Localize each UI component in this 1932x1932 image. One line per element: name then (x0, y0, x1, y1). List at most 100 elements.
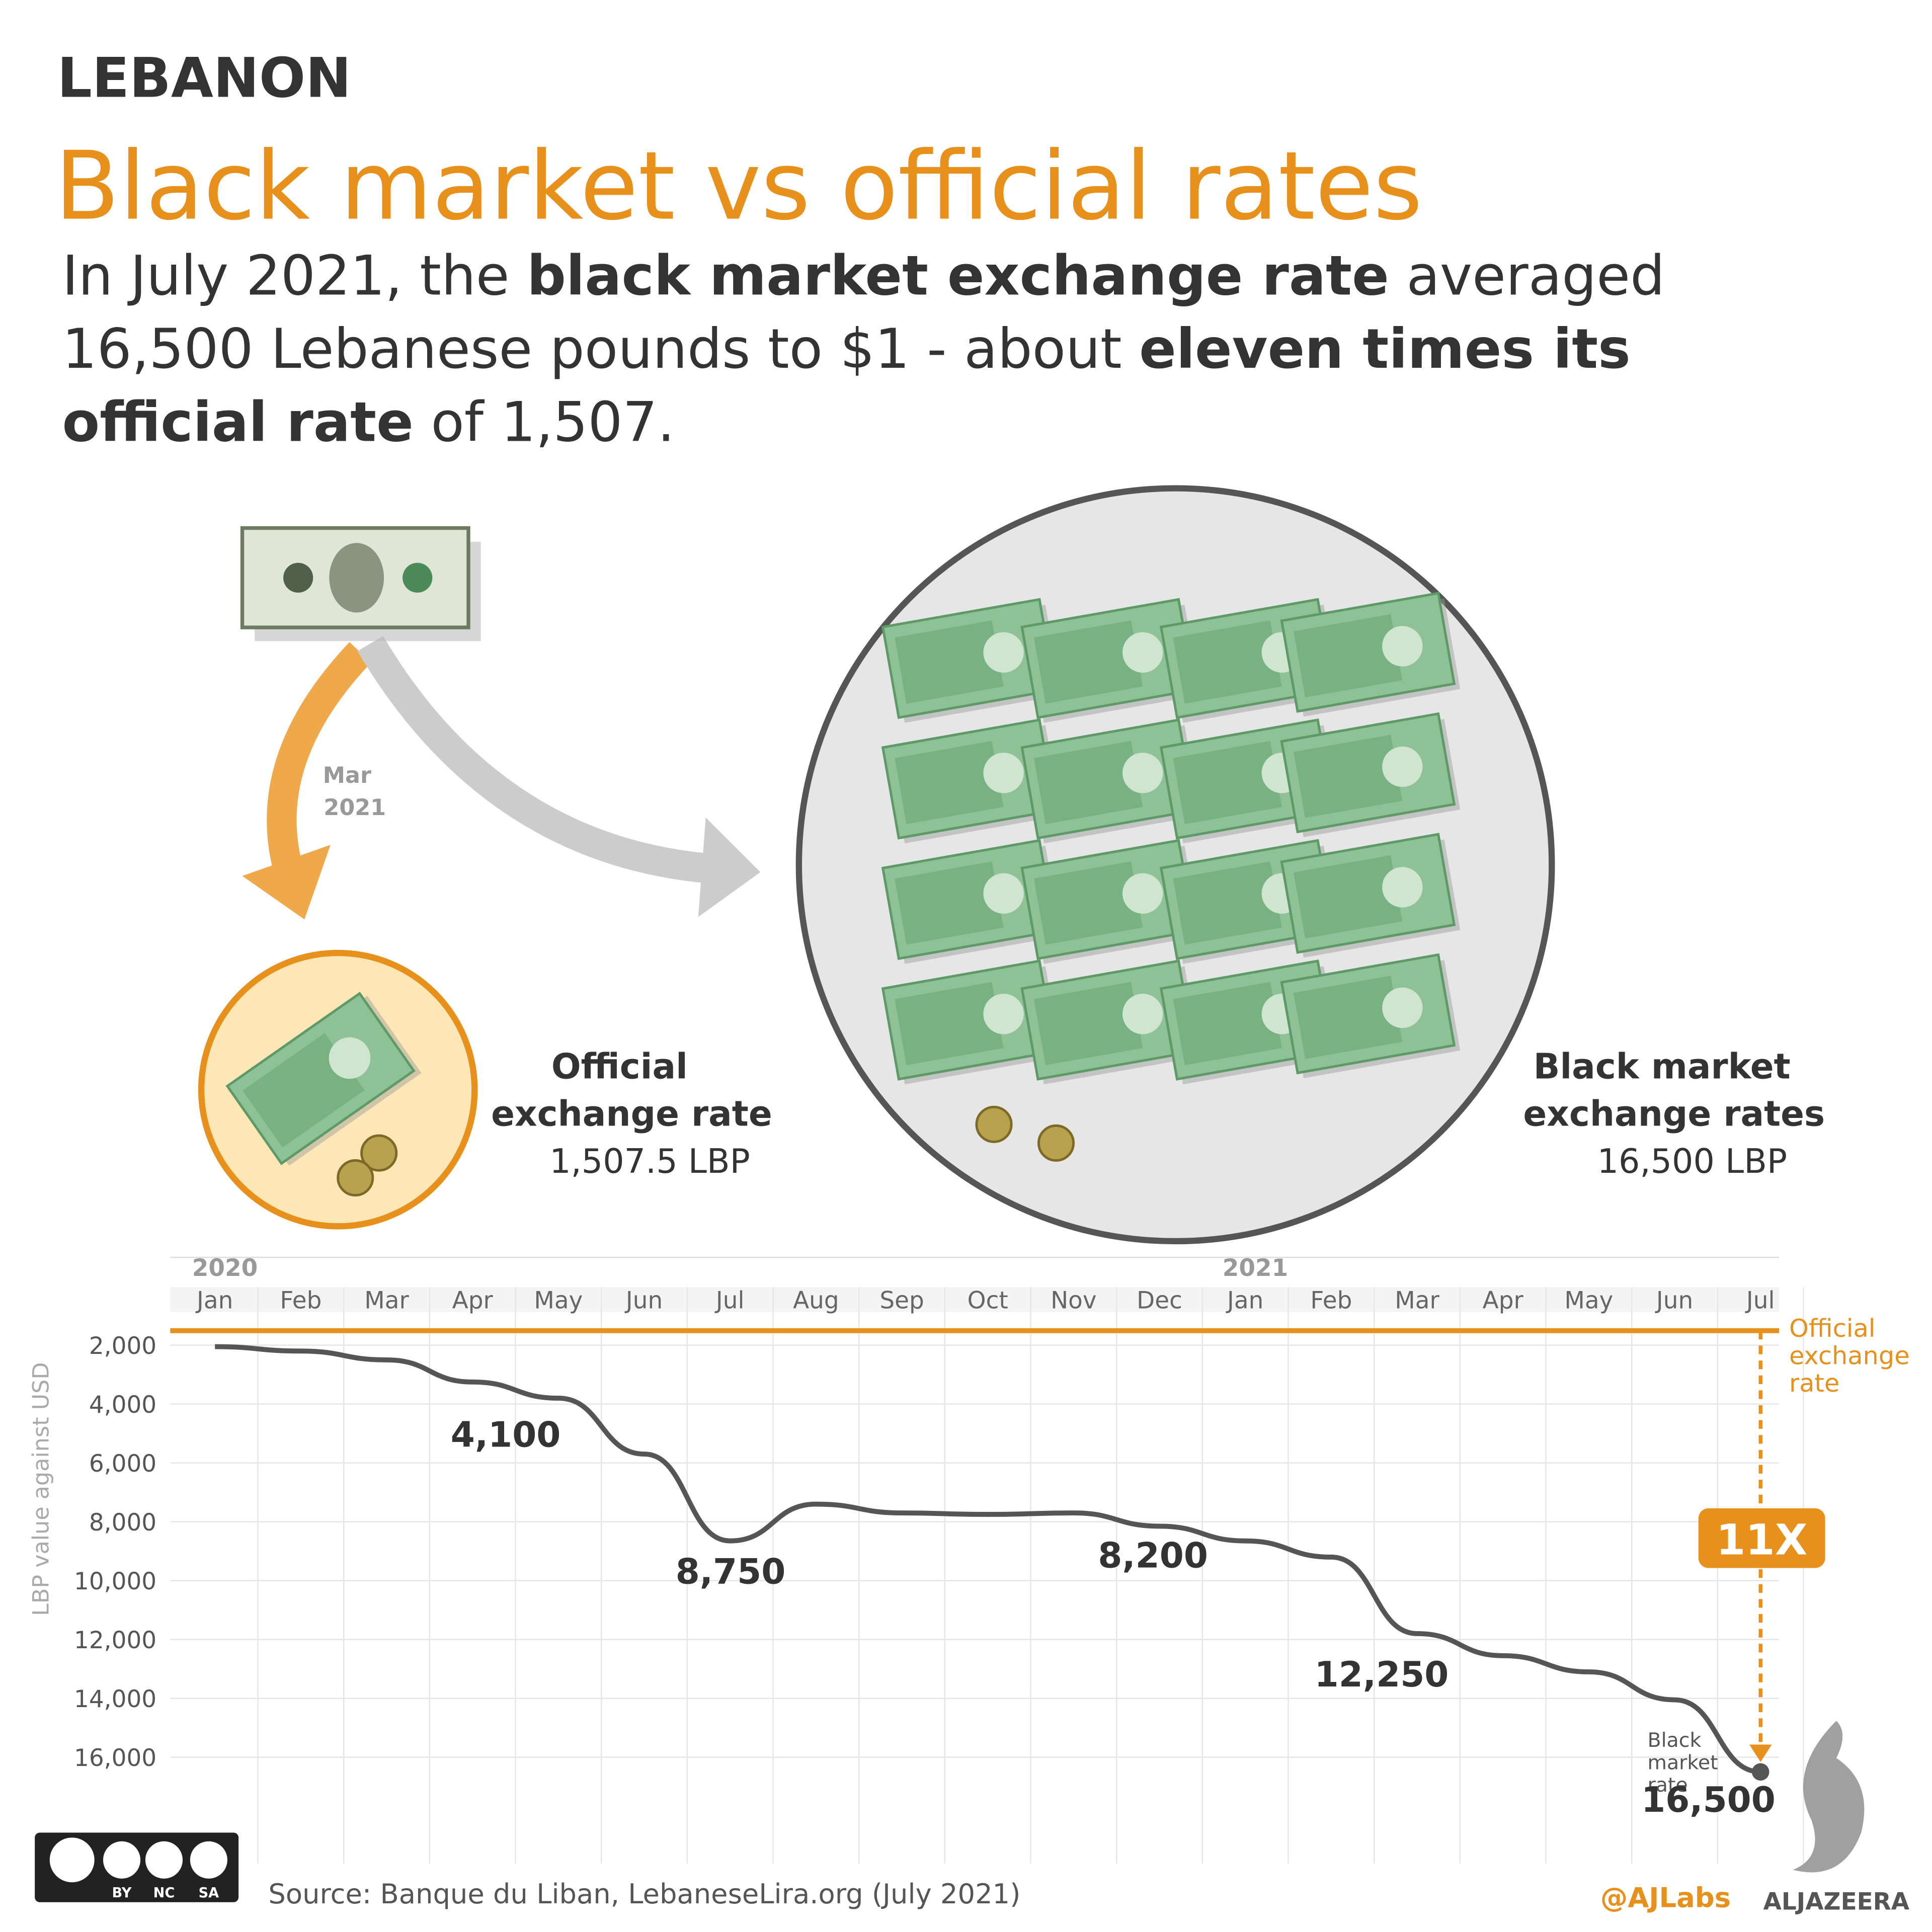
x-tick-label: Mar (364, 1286, 409, 1314)
y-tick-label: 8,000 (89, 1509, 156, 1537)
coin (975, 1105, 1013, 1143)
coin (337, 1159, 374, 1197)
banknote-panel (1294, 976, 1403, 1059)
banknote-cedar (1122, 994, 1163, 1034)
license-label: NC (153, 1885, 175, 1901)
official-title-line: exchange rate (491, 1094, 772, 1134)
series-label: Black market rate (1647, 1729, 1718, 1797)
cc-badge: BY NC SA (35, 1832, 239, 1902)
banknote-panel (1173, 620, 1282, 704)
subtitle-segment: In July 2021, the (62, 244, 527, 307)
black-market-title-line: exchange rates (1523, 1094, 1825, 1134)
coin (360, 1134, 398, 1172)
banknote (225, 992, 422, 1166)
orange-arrow (267, 642, 371, 898)
banknote (1020, 718, 1201, 844)
subtitle-segment: averaged (1389, 244, 1665, 307)
x-tick-label: Nov (1051, 1286, 1097, 1314)
banknote-cedar (1382, 867, 1423, 908)
banknote-cedar (983, 632, 1024, 673)
banknote-panel (1033, 861, 1143, 945)
x-tick-label: Jun (624, 1286, 663, 1314)
banknote (1020, 959, 1201, 1085)
banknote-cedar (1122, 873, 1163, 914)
banknotes (225, 592, 1461, 1197)
y-tick-label: 4,000 (89, 1391, 156, 1419)
banknote-panel (895, 620, 1004, 704)
subtitle-line: 16,500 Lebanese pounds to $1 - about ele… (62, 317, 1630, 381)
banknote-panel (1173, 741, 1282, 825)
reference-label-line: rate (1789, 1369, 1839, 1398)
banknote-cedar (329, 1037, 371, 1079)
end-point (1751, 1763, 1769, 1781)
subtitle-segment: of 1,507. (414, 390, 675, 454)
banknote (1280, 953, 1461, 1078)
banknote-panel (1033, 741, 1143, 825)
cc-icon (145, 1841, 183, 1879)
illustration (198, 485, 1555, 1245)
subtitle: In July 2021, the black market exchange … (62, 244, 1665, 454)
x-tick-label: May (1564, 1286, 1613, 1314)
x-tick-label: Aug (793, 1286, 839, 1314)
x-group-label: 2020 (192, 1254, 258, 1282)
banknote (1159, 839, 1340, 964)
gray-arrowhead (698, 817, 761, 917)
x-tick-label: Feb (1310, 1286, 1352, 1314)
data-label: 16,500 (1641, 1780, 1776, 1820)
banknote (1280, 592, 1461, 717)
arrow-label-line: Mar (323, 763, 371, 788)
banknote-panel (895, 741, 1004, 825)
subtitle-segment: 16,500 Lebanese pounds to $1 - about (62, 317, 1139, 381)
x-tick-label: Sep (879, 1286, 924, 1314)
x-tick-label: Apr (452, 1286, 494, 1314)
banknote-panel (1294, 614, 1403, 698)
axis-band (170, 1287, 1780, 1312)
subtitle-segment: official rate (62, 390, 413, 454)
x-tick-label: Jan (1226, 1286, 1263, 1314)
y-axis-label: LBP value against USD (28, 1362, 54, 1616)
data-label: 4,100 (451, 1415, 561, 1456)
ratio-badge: 11X (1716, 1515, 1808, 1564)
y-tick-label: 14,000 (74, 1685, 156, 1713)
y-tick-label: 10,000 (74, 1568, 156, 1595)
banknote-panel (1033, 982, 1143, 1066)
series-label-line: rate (1647, 1774, 1687, 1797)
arrow-label: Mar 2021 (0, 0, 410, 821)
arrow-label-line: 2021 (324, 795, 386, 821)
banknote-cedar (983, 753, 1024, 793)
title: Black market vs official rates (55, 132, 1423, 242)
official-title-line: Official (551, 1046, 688, 1087)
banknote (881, 598, 1062, 723)
banknote (1280, 833, 1461, 958)
banknote-cedar (983, 994, 1024, 1034)
handle: @AJLabs (1600, 1882, 1731, 1914)
black-market-title-line: Black market (1534, 1046, 1791, 1087)
x-tick-label: Jul (714, 1286, 745, 1314)
brand-logo (1793, 1721, 1865, 1873)
banknote-panel (1033, 620, 1143, 704)
x-tick-label: Feb (280, 1286, 321, 1314)
reference-label-line: exchange (1789, 1341, 1910, 1371)
subtitle-segment: eleven times its (1139, 317, 1631, 381)
x-tick-label: Dec (1137, 1286, 1182, 1314)
banknote-panel (1173, 861, 1282, 945)
reference-label-line: Official (1789, 1314, 1875, 1343)
banknote-cedar (1122, 632, 1163, 673)
dollar-bill (240, 526, 481, 641)
black-market-title: Black market exchange rates (1523, 1046, 1825, 1134)
banknote (881, 718, 1062, 844)
source: Source: Banque du Liban, LebaneseLira.or… (268, 1878, 1020, 1910)
x-tick-label: Jul (1745, 1286, 1775, 1314)
black-market-value: 16,500 LBP (1597, 1142, 1787, 1181)
banknote-cedar (1382, 626, 1423, 667)
orange-arrowhead (242, 845, 331, 920)
ratio-badge-box (1698, 1508, 1825, 1568)
cc-icon (103, 1841, 141, 1879)
banknote (1020, 839, 1201, 964)
bill-portrait (329, 543, 384, 613)
kicker: LEBANON (57, 46, 352, 110)
data-label: 12,250 (1315, 1655, 1449, 1695)
cc-icon (190, 1841, 227, 1879)
data-label: 8,200 (1098, 1536, 1208, 1576)
series-label-line: Black (1647, 1729, 1701, 1752)
